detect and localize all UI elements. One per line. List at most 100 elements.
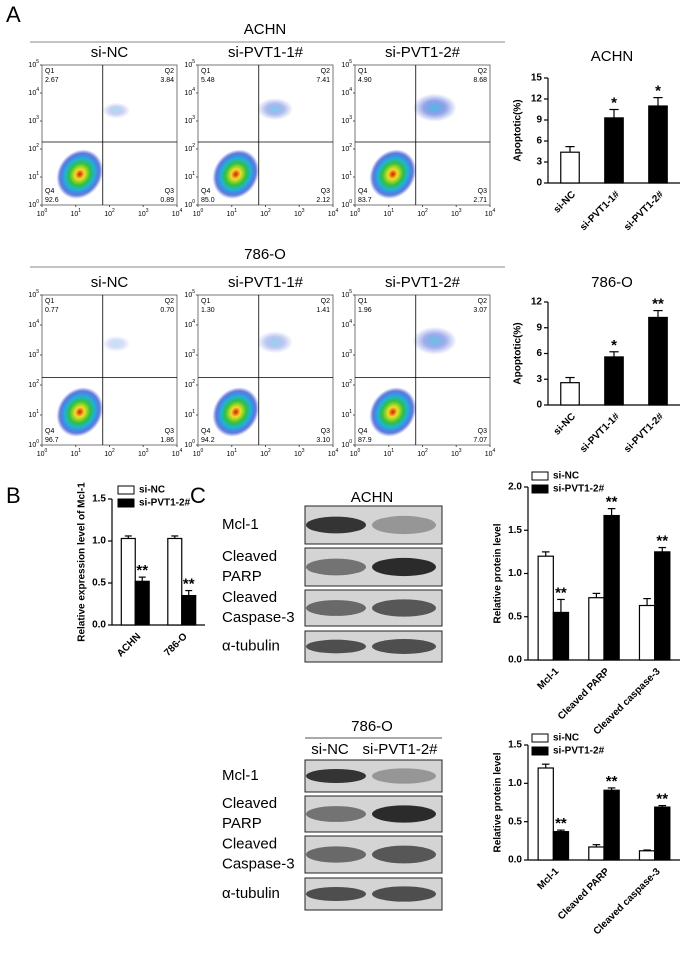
quadrant-percent: 85.0 [201,197,215,204]
row-label: Cleaved [222,835,277,852]
row-label: Caspase-3 [222,855,295,872]
significance: ** [136,562,148,579]
row-label: α-tubulin [222,637,280,654]
axis-tick-label: 103 [451,448,462,458]
x-tick-label: Mcl-1 [535,866,561,892]
bar [181,594,197,626]
quadrant-percent: 2.71 [473,197,487,204]
tick-exponent: 0 [358,208,361,214]
axis-tick-label: 101 [383,448,394,458]
band [372,599,436,617]
significance: ** [555,815,567,832]
bar [638,850,656,861]
cell-population [102,102,131,119]
axis-tick-label: 101 [383,208,394,218]
axis-tick-label: 102 [184,143,195,153]
quadrant-percent: 83.7 [358,197,372,204]
blot-title: 786-O [351,718,393,735]
axis-tick-label: 100 [28,199,39,209]
quadrant-percent: 3.84 [160,77,174,84]
sample-name: si-PVT1-2# [385,274,461,291]
y-tick-label: 0.5 [508,611,522,622]
y-axis-label: Relative protein level [493,752,504,852]
axis-tick-label: 103 [451,208,462,218]
tick-base: 10 [328,451,336,458]
tick-exponent: 1 [192,409,195,415]
axis-tick-label: 102 [28,379,39,389]
legend-swatch [531,746,549,756]
axis-tick-label: 102 [417,208,428,218]
tick-exponent: 2 [112,448,115,454]
tick-base: 10 [28,292,36,299]
tick-exponent: 1 [78,448,81,454]
tick-exponent: 2 [349,379,352,385]
tick-exponent: 1 [36,171,39,177]
axis-tick-label: 105 [184,289,195,299]
tick-exponent: 3 [302,448,305,454]
bar [648,105,668,184]
tick-base: 10 [341,442,349,449]
panel-label: A [6,2,21,27]
tick-exponent: 2 [112,208,115,214]
legend-swatch [531,471,549,481]
tick-exponent: 4 [180,448,183,454]
axis-tick-label: 102 [417,448,428,458]
quadrant-name: Q4 [45,428,54,435]
tick-exponent: 4 [180,208,183,214]
quadrant-percent: 4.90 [358,77,372,84]
quadrant-name: Q2 [478,298,487,305]
cell-population [256,98,293,121]
lane-label: si-NC [311,741,349,758]
band [306,516,366,534]
axis-tick-label: 101 [226,208,237,218]
row-label: Mcl-1 [222,516,259,533]
bar [604,117,624,184]
significance: * [611,337,617,354]
x-tick-label: si-NC [552,189,578,215]
y-tick-label: 9 [536,322,542,333]
bar [552,831,570,861]
lane-label: si-PVT1-2# [362,741,438,758]
axis-tick-label: 102 [104,208,115,218]
band [372,639,436,654]
quadrant-percent: 3.10 [316,437,330,444]
tick-base: 10 [184,62,192,69]
tick-base: 10 [28,62,36,69]
tick-exponent: 4 [36,319,39,325]
x-tick-label: si-NC [552,411,578,437]
tick-exponent: 0 [201,208,204,214]
axis-tick-label: 100 [28,439,39,449]
tick-base: 10 [341,174,349,181]
tick-exponent: 4 [192,319,195,325]
axis-tick-label: 102 [184,379,195,389]
quadrant-name: Q2 [165,68,174,75]
quadrant-percent: 94.2 [201,437,215,444]
tick-exponent: 3 [146,208,149,214]
tick-exponent: 2 [425,208,428,214]
tick-base: 10 [104,211,112,218]
row-label: PARP [222,568,262,585]
tick-base: 10 [341,202,349,209]
significance: ** [606,773,618,790]
tick-base: 10 [104,451,112,458]
bar [638,604,656,661]
cell-population [56,149,104,199]
axis-tick-label: 100 [193,448,204,458]
tick-base: 10 [28,90,36,97]
tick-exponent: 5 [349,289,352,295]
y-tick-label: 0.0 [508,655,522,666]
tick-base: 10 [383,211,391,218]
y-axis-label: Relative protein level [493,523,504,623]
axis-tick-label: 101 [70,448,81,458]
tick-exponent: 0 [349,199,352,205]
y-tick-label: 1.5 [508,525,522,536]
tick-exponent: 0 [349,439,352,445]
axis-tick-label: 101 [184,171,195,181]
cell-population [212,149,260,199]
quadrant-name: Q4 [201,188,210,195]
tick-base: 10 [138,211,146,218]
blot-title: ACHN [351,489,394,506]
tick-exponent: 4 [349,87,352,93]
legend-swatch [531,733,549,743]
